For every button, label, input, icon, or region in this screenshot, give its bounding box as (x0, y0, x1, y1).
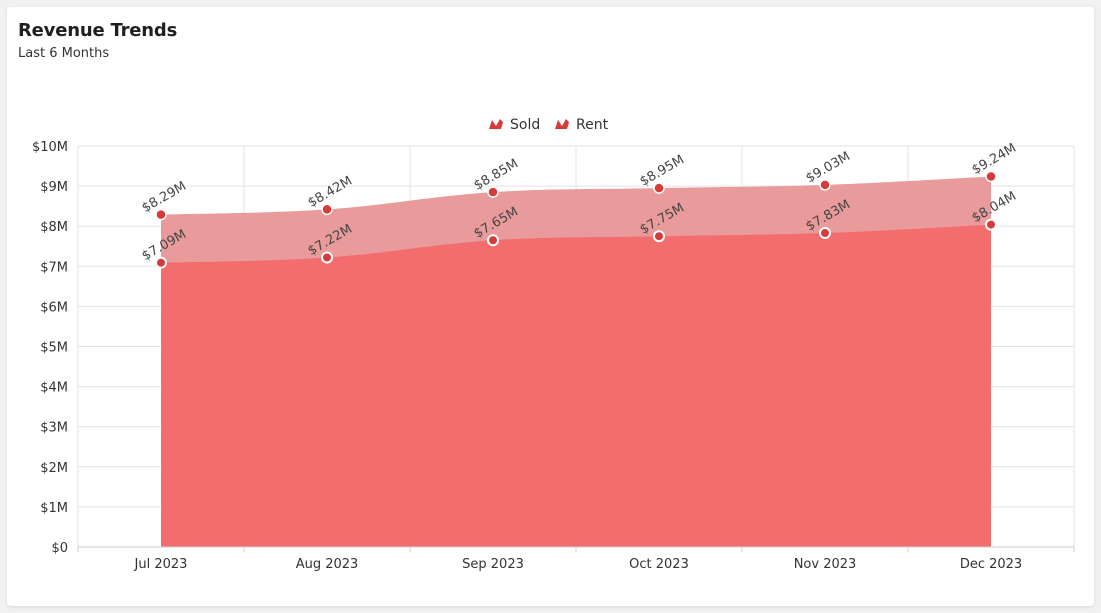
x-tick-label: Aug 2023 (296, 557, 359, 572)
legend-item-sold: Sold (489, 117, 540, 133)
marker-rent (653, 230, 665, 243)
marker-rent (985, 218, 997, 231)
y-tick-label: $9M (40, 180, 68, 195)
marker-sold (487, 186, 499, 198)
marker-rent (155, 256, 167, 269)
y-tick-label: $8M (40, 220, 68, 235)
y-tick-label: $4M (40, 381, 68, 396)
y-tick-label: $6M (40, 300, 68, 315)
marker-sold (155, 208, 167, 221)
marker-rent (487, 234, 499, 247)
marker-sold (653, 182, 665, 194)
y-tick-label: $2M (40, 461, 68, 476)
chart-subtitle: Last 6 Months (18, 46, 110, 61)
area-rent (161, 224, 991, 547)
legend-label: Sold (510, 117, 540, 133)
y-tick-label: $5M (40, 341, 68, 356)
y-tick-label: $10M (32, 140, 68, 155)
axes: $0 $1M $2M $3M $4M $5M $6M $7M $8M $9M $10M Jul 202… (32, 140, 1075, 572)
marker-sold (321, 203, 333, 216)
chart-title: Revenue Trends (18, 20, 178, 41)
marker-rent (321, 251, 333, 264)
legend-area-icon (489, 119, 503, 129)
area-layer (161, 176, 991, 547)
legend-item-rent: Rent (555, 117, 609, 133)
legend: Sold Rent (489, 117, 609, 133)
x-tick-label: Nov 2023 (794, 557, 857, 572)
y-tick-label: $0 (51, 541, 68, 556)
x-tick-label: Sep 2023 (462, 557, 524, 572)
x-tick-label: Jul 2023 (134, 557, 188, 572)
y-tick-label: $3M (40, 421, 68, 436)
marker-sold (985, 170, 997, 183)
y-tick-label: $1M (40, 501, 68, 516)
marker-sold (819, 179, 831, 191)
y-tick-label: $7M (40, 260, 68, 275)
markers (155, 170, 997, 269)
x-tick-label: Dec 2023 (960, 557, 1022, 572)
x-tick-label: Oct 2023 (629, 557, 689, 572)
legend-area-icon (555, 119, 569, 129)
legend-label: Rent (576, 117, 609, 133)
marker-rent (819, 227, 831, 240)
